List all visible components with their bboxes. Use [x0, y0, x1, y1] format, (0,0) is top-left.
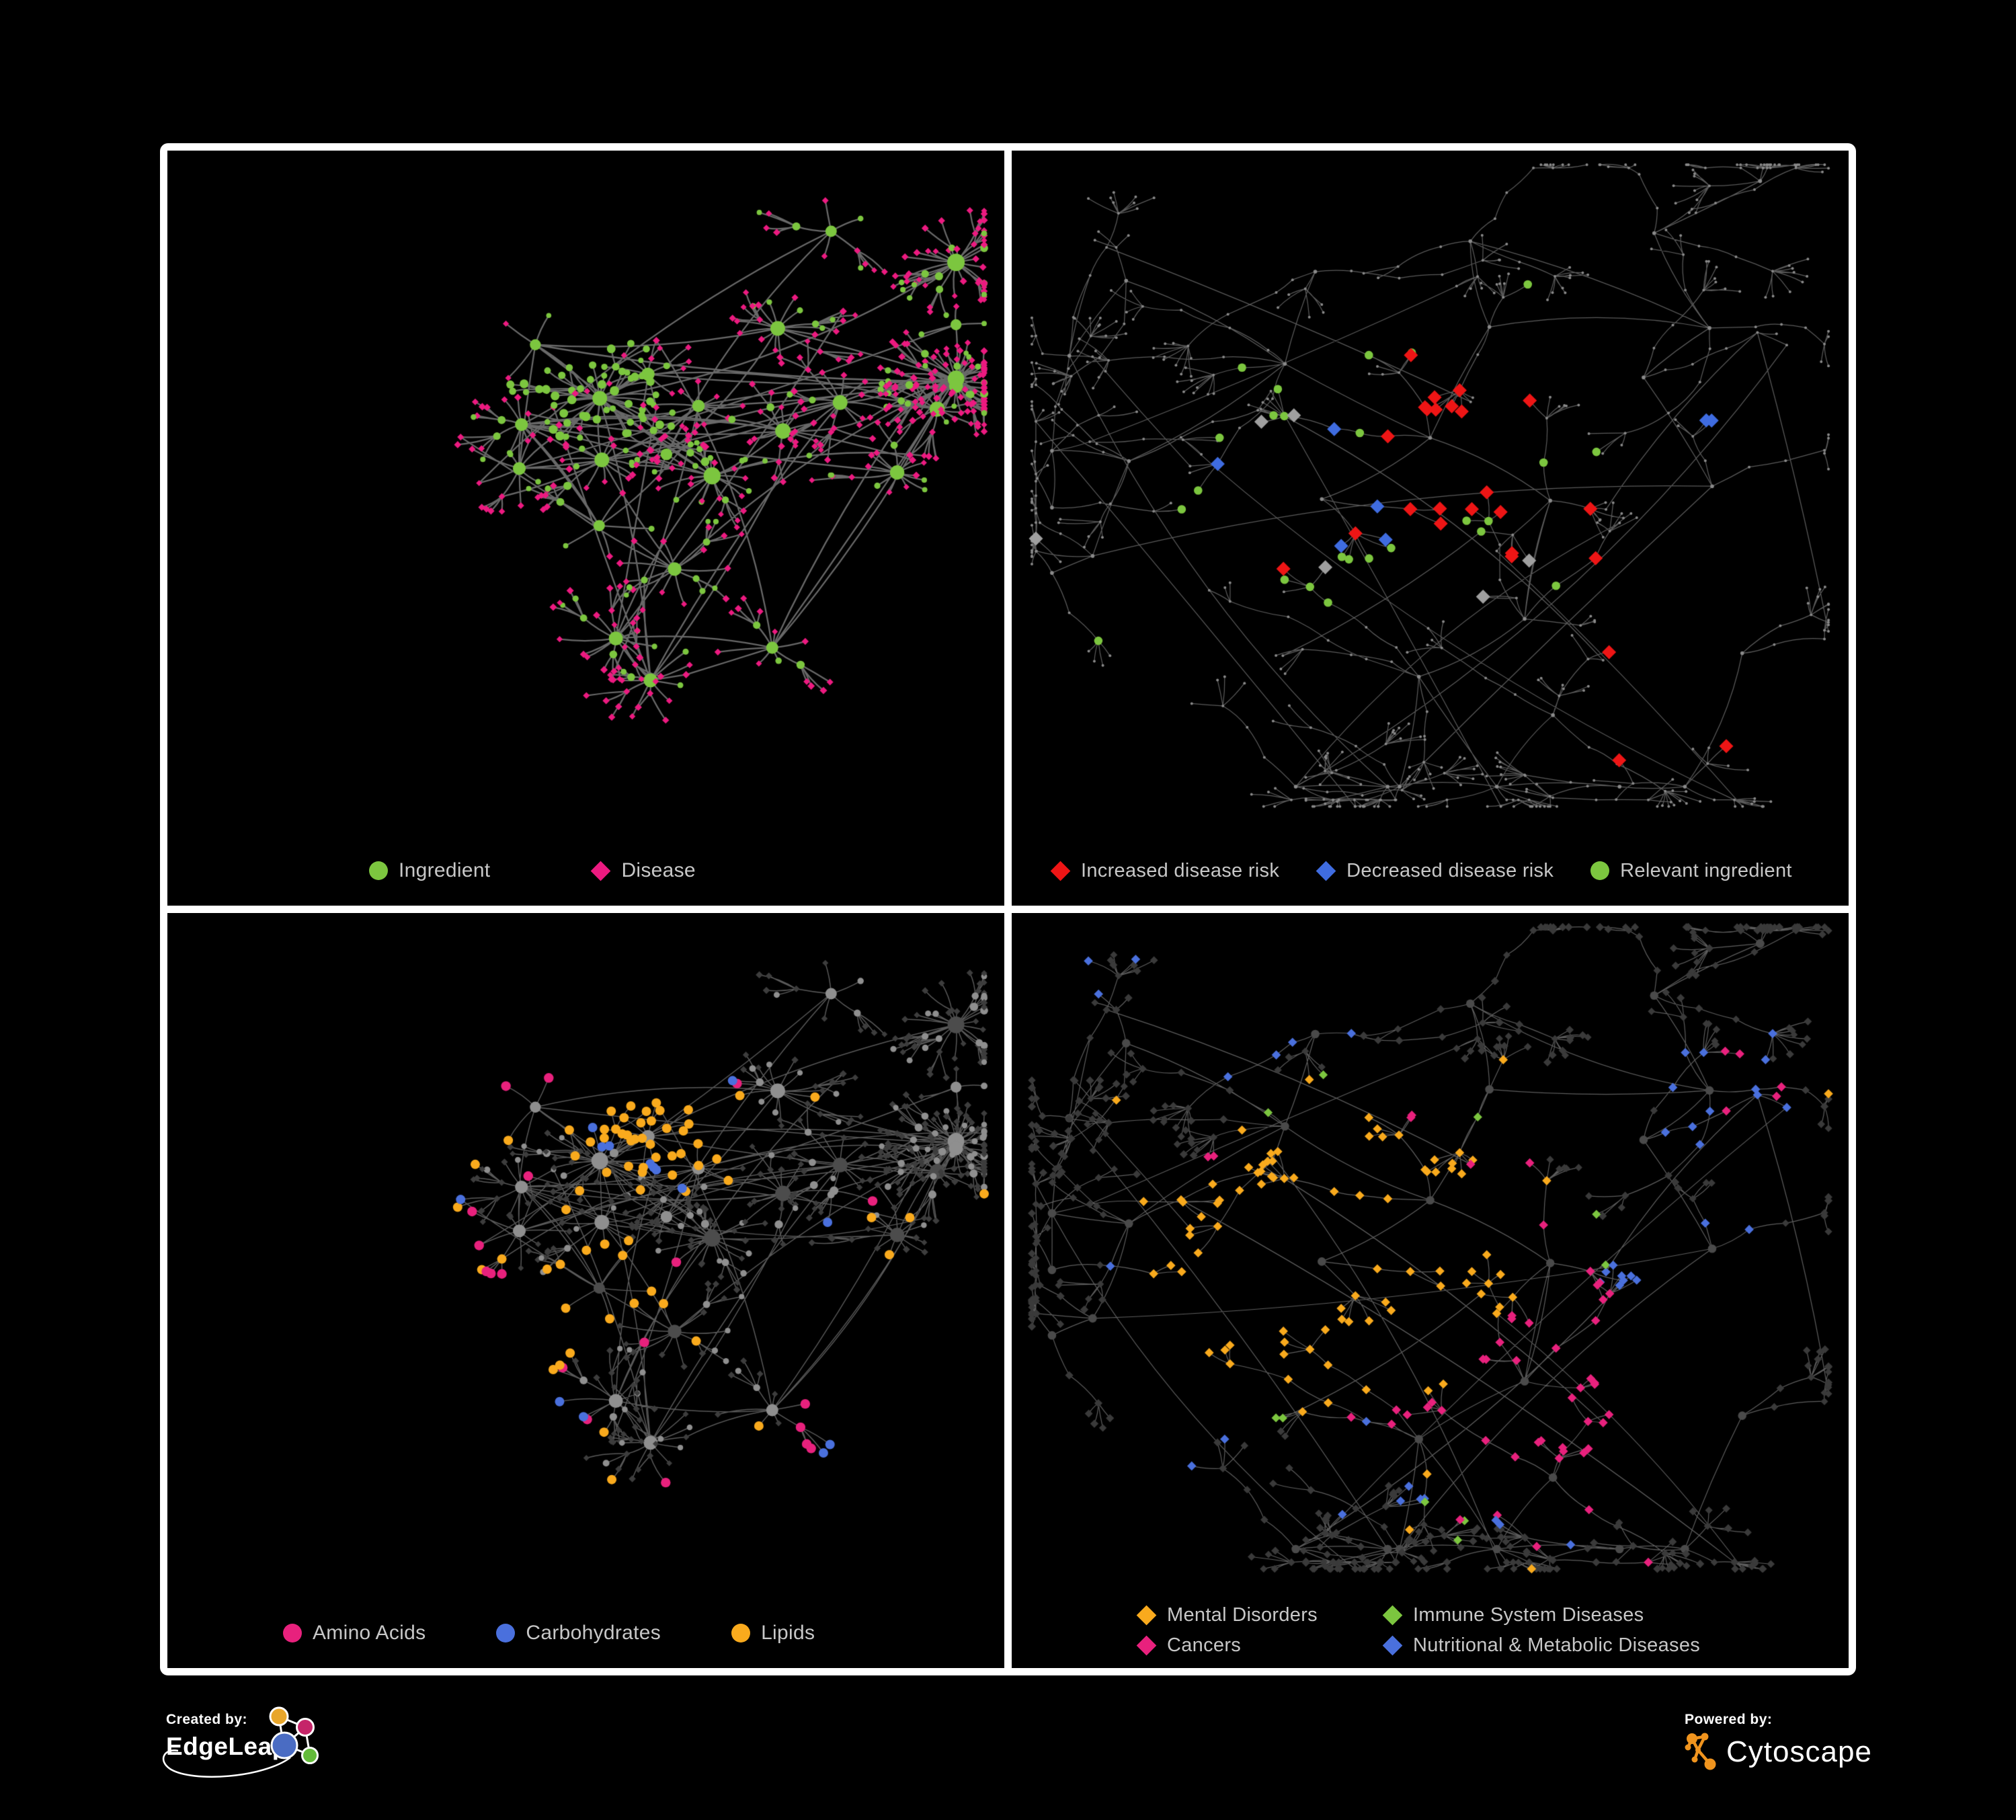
carbohydrates-marker-icon: [496, 1624, 516, 1643]
legend-label: Nutritional & Metabolic Diseases: [1413, 1634, 1701, 1656]
legend-label: Increased disease risk: [1081, 859, 1280, 881]
increased-risk-marker-icon: [1050, 861, 1071, 881]
legend-item-relevant-ingredient: Relevant ingredient: [1590, 860, 1792, 882]
legend-item-disease: Disease: [591, 859, 696, 882]
legend-label: Ingredient: [399, 859, 491, 881]
panel-ingredient-classes: Amino Acids Carbohydrates Lipids: [167, 913, 1004, 1668]
legend-item-cancers: Cancers: [1136, 1634, 1383, 1657]
legend-item-ingredient: Ingredient: [369, 859, 490, 882]
cytoscape-logo-icon: [1685, 1733, 1716, 1770]
legend-disease-risk: Increased disease risk Decreased disease…: [1012, 836, 1849, 906]
edgeleap-credit: Created by: EdgeLeap: [162, 1706, 381, 1799]
cytoscape-wordmark: Cytoscape: [1726, 1735, 1872, 1768]
legend-label: Amino Acids: [313, 1622, 426, 1644]
panel-ingredient-disease: Ingredient Disease: [167, 151, 1004, 906]
network-canvas-ingredient-disease: [167, 151, 1004, 833]
legend-disease-classes: Mental Disorders Immune System Diseases …: [1012, 1593, 1849, 1668]
immune-system-diseases-marker-icon: [1382, 1605, 1403, 1626]
legend-item-lipids: Lipids: [731, 1622, 815, 1645]
legend-item-carbohydrates: Carbohydrates: [496, 1622, 661, 1645]
legend-item-decreased-risk: Decreased disease risk: [1316, 860, 1554, 882]
panel-grid: Ingredient Disease Increased disease ris…: [160, 143, 1856, 1675]
legend-label: Disease: [621, 859, 696, 881]
legend-ingredient-classes: Amino Acids Carbohydrates Lipids: [167, 1598, 1004, 1668]
created-by-label: Created by:: [166, 1712, 248, 1727]
legend-label: Mental Disorders: [1167, 1604, 1318, 1626]
legend-label: Lipids: [761, 1622, 815, 1644]
disease-marker-icon: [591, 861, 611, 881]
legend-label: Relevant ingredient: [1620, 859, 1792, 881]
legend-item-mental-disorders: Mental Disorders: [1136, 1604, 1383, 1626]
lipids-marker-icon: [731, 1624, 751, 1643]
edgeleap-wordmark: EdgeLeap: [166, 1733, 288, 1760]
ingredient-marker-icon: [369, 861, 388, 880]
cancers-marker-icon: [1136, 1635, 1157, 1656]
legend-ingredient-disease: Ingredient Disease: [167, 836, 1004, 906]
legend-item-nutritional-metabolic-diseases: Nutritional & Metabolic Diseases: [1382, 1634, 1849, 1657]
relevant-ingredient-marker-icon: [1590, 861, 1610, 880]
legend-item-amino-acids: Amino Acids: [283, 1622, 426, 1645]
legend-item-increased-risk: Increased disease risk: [1050, 859, 1280, 882]
panel-disease-classes: Mental Disorders Immune System Diseases …: [1012, 913, 1849, 1668]
network-canvas-ingredient-classes: [167, 913, 1004, 1595]
legend-label: Decreased disease risk: [1346, 859, 1554, 881]
decreased-risk-marker-icon: [1316, 861, 1336, 881]
amino-acids-marker-icon: [283, 1624, 302, 1643]
network-canvas-disease-risk: [1012, 151, 1849, 833]
legend-label: Immune System Diseases: [1413, 1604, 1644, 1626]
cytoscape-credit: Powered by: Cytoscape: [1685, 1712, 1967, 1786]
mental-disorders-marker-icon: [1136, 1605, 1157, 1626]
legend-item-immune-system-diseases: Immune System Diseases: [1382, 1604, 1849, 1626]
legend-label: Cancers: [1167, 1634, 1242, 1656]
panel-disease-risk: Increased disease risk Decreased disease…: [1012, 151, 1849, 906]
nutritional-metabolic-diseases-marker-icon: [1382, 1635, 1403, 1656]
powered-by-label: Powered by:: [1685, 1712, 1773, 1727]
legend-label: Carbohydrates: [526, 1622, 661, 1644]
network-canvas-disease-classes: [1012, 913, 1849, 1595]
